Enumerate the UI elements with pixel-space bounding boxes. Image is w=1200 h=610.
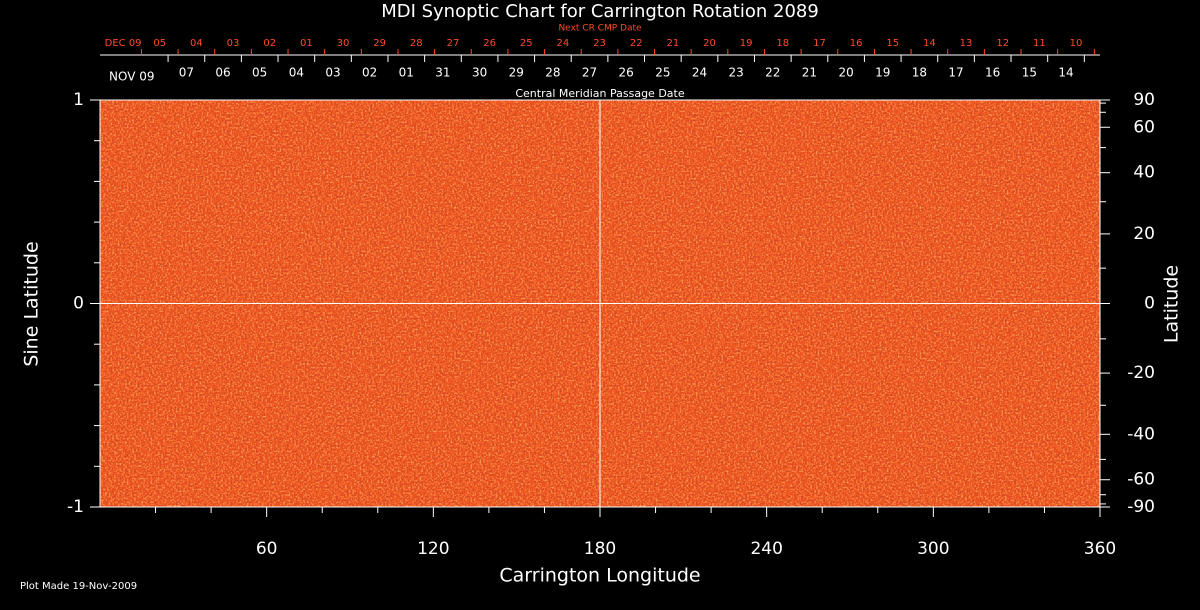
y-tick-label: -1 bbox=[67, 497, 84, 517]
x-axis-label: Carrington Longitude bbox=[499, 565, 700, 587]
cmp-date-label: 16 bbox=[985, 66, 1000, 80]
cmp-date-label: 06 bbox=[215, 66, 230, 80]
top-date-label: 11 bbox=[1033, 38, 1046, 49]
x-tick-label: 300 bbox=[917, 539, 949, 559]
y-axis-label: Sine Latitude bbox=[21, 241, 43, 366]
cmp-date-label: 25 bbox=[655, 66, 670, 80]
cmp-axis-label: Central Meridian Passage Date bbox=[515, 87, 684, 100]
y2-tick-label: 40 bbox=[1133, 163, 1155, 183]
cmp-date-label: 26 bbox=[619, 66, 634, 80]
top-date-label: 25 bbox=[520, 38, 533, 49]
y2-tick-label: -90 bbox=[1127, 497, 1155, 517]
cmp-date-label: 29 bbox=[509, 66, 524, 80]
y2-tick-label: -60 bbox=[1127, 470, 1155, 490]
y2-tick-label: 20 bbox=[1133, 224, 1155, 244]
top-date-label: 23 bbox=[593, 38, 606, 49]
y2-tick-label: 90 bbox=[1133, 90, 1155, 110]
y-tick-label: 0 bbox=[73, 294, 84, 314]
top-date-label: 04 bbox=[190, 38, 203, 49]
cmp-date-label: NOV 09 bbox=[109, 70, 155, 84]
top-date-label: 22 bbox=[630, 38, 643, 49]
top-date-label: 28 bbox=[410, 38, 423, 49]
top-date-label: 16 bbox=[850, 38, 863, 49]
cmp-date-label: 17 bbox=[948, 66, 963, 80]
y2-tick-label: -20 bbox=[1127, 363, 1155, 383]
x-tick-label: 240 bbox=[750, 539, 782, 559]
x-tick-label: 60 bbox=[256, 539, 278, 559]
cmp-date-label: 14 bbox=[1058, 66, 1073, 80]
top-date-label: 03 bbox=[227, 38, 240, 49]
y2-tick-label: 60 bbox=[1133, 117, 1155, 137]
cmp-date-label: 30 bbox=[472, 66, 487, 80]
chart-title: MDI Synoptic Chart for Carrington Rotati… bbox=[381, 1, 819, 22]
top-date-label: 02 bbox=[263, 38, 276, 49]
top-date-label: 24 bbox=[557, 38, 570, 49]
top-axis-label: Next CR CMP Date bbox=[558, 24, 642, 34]
top-date-label: 15 bbox=[886, 38, 899, 49]
cmp-date-label: 19 bbox=[875, 66, 890, 80]
top-date-label: 29 bbox=[373, 38, 386, 49]
top-date-label: 21 bbox=[666, 38, 679, 49]
top-date-label: 17 bbox=[813, 38, 826, 49]
top-date-label: 14 bbox=[923, 38, 936, 49]
top-date-label: 12 bbox=[996, 38, 1009, 49]
top-date-label: 30 bbox=[337, 38, 350, 49]
cmp-date-label: 22 bbox=[765, 66, 780, 80]
cmp-date-label: 18 bbox=[912, 66, 927, 80]
top-date-label: 19 bbox=[740, 38, 753, 49]
cmp-date-label: 21 bbox=[802, 66, 817, 80]
cmp-date-label: 07 bbox=[179, 66, 194, 80]
top-date-label: 01 bbox=[300, 38, 313, 49]
y2-tick-label: 0 bbox=[1144, 294, 1155, 314]
top-date-label: 26 bbox=[483, 38, 496, 49]
x-tick-label: 360 bbox=[1084, 539, 1116, 559]
y-tick-label: 1 bbox=[73, 90, 84, 110]
top-date-label: 10 bbox=[1070, 38, 1083, 49]
top-date-label: 05 bbox=[153, 38, 166, 49]
y2-tick-label: -40 bbox=[1127, 424, 1155, 444]
top-date-label: 20 bbox=[703, 38, 716, 49]
top-date-label: 27 bbox=[447, 38, 460, 49]
cmp-date-label: 20 bbox=[838, 66, 853, 80]
cmp-date-label: 24 bbox=[692, 66, 707, 80]
footer: Plot Made 19-Nov-2009 bbox=[20, 581, 137, 592]
top-date-label: 18 bbox=[776, 38, 789, 49]
cmp-date-label: 04 bbox=[289, 66, 304, 80]
top-date-label: 13 bbox=[960, 38, 973, 49]
cmp-date-label: 27 bbox=[582, 66, 597, 80]
cmp-date-label: 15 bbox=[1022, 66, 1037, 80]
cmp-date-label: 31 bbox=[435, 66, 450, 80]
cmp-date-label: 01 bbox=[399, 66, 414, 80]
y2-axis-label: Latitude bbox=[1161, 265, 1183, 343]
cmp-date-label: 03 bbox=[325, 66, 340, 80]
x-tick-label: 180 bbox=[584, 539, 616, 559]
cmp-date-label: 05 bbox=[252, 66, 267, 80]
x-tick-label: 120 bbox=[417, 539, 449, 559]
top-date-label: DEC 09 bbox=[105, 38, 142, 49]
cmp-date-label: 28 bbox=[545, 66, 560, 80]
cmp-date-label: 23 bbox=[729, 66, 744, 80]
cmp-date-label: 02 bbox=[362, 66, 377, 80]
